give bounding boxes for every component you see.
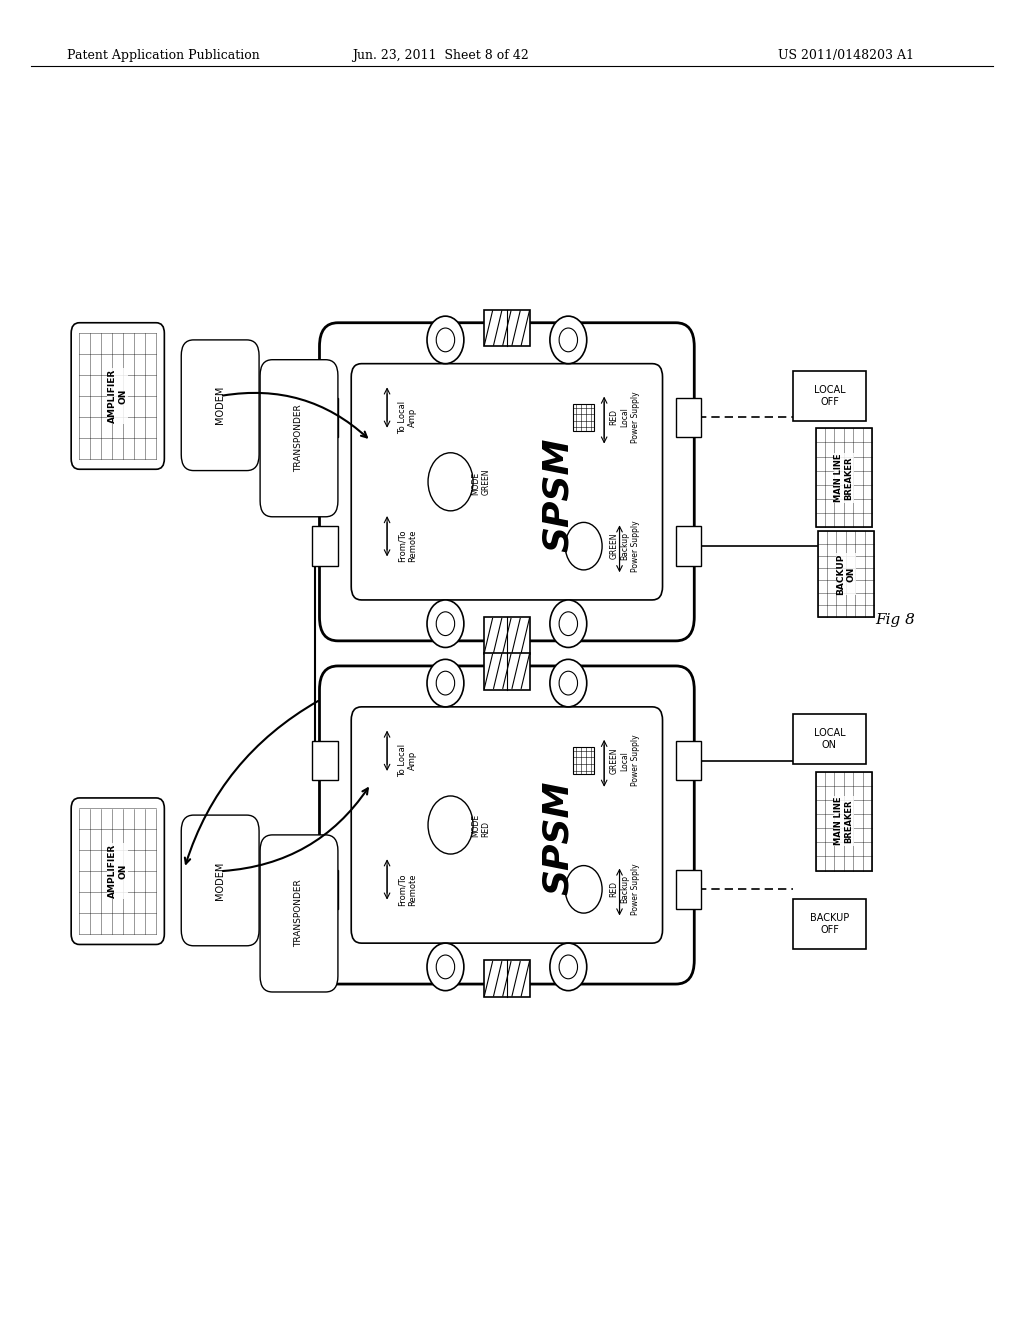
Bar	[676, 527, 701, 566]
Bar	[268, 376, 384, 491]
Circle shape	[436, 956, 455, 979]
Bar	[815, 428, 872, 527]
Text: From/To
Remote: From/To Remote	[398, 873, 417, 906]
FancyBboxPatch shape	[319, 667, 694, 985]
Text: LOCAL
ON: LOCAL ON	[814, 729, 845, 750]
Bar	[483, 618, 530, 655]
FancyBboxPatch shape	[181, 814, 259, 945]
FancyBboxPatch shape	[181, 341, 259, 471]
Circle shape	[550, 942, 587, 990]
Bar	[676, 397, 701, 437]
Circle shape	[436, 327, 455, 351]
Circle shape	[550, 659, 587, 706]
Text: RED
Backup
Power Supply: RED Backup Power Supply	[609, 863, 640, 915]
Text: AMPLIFIER
ON: AMPLIFIER ON	[109, 368, 127, 424]
Text: MAIN LINE
BREAKER: MAIN LINE BREAKER	[835, 454, 853, 502]
FancyBboxPatch shape	[351, 364, 663, 599]
Circle shape	[550, 315, 587, 363]
FancyBboxPatch shape	[260, 836, 338, 993]
Circle shape	[559, 671, 578, 694]
Text: AMPLIFIER
ON: AMPLIFIER ON	[109, 843, 127, 899]
Bar	[483, 652, 530, 689]
Bar	[312, 527, 338, 566]
Text: TRANSPONDER: TRANSPONDER	[295, 404, 303, 473]
Circle shape	[559, 956, 578, 979]
Circle shape	[427, 942, 464, 990]
Text: MODEM: MODEM	[215, 385, 225, 425]
Bar	[483, 961, 530, 998]
Text: Jun. 23, 2011  Sheet 8 of 42: Jun. 23, 2011 Sheet 8 of 42	[352, 49, 528, 62]
Text: MAIN LINE
BREAKER: MAIN LINE BREAKER	[835, 797, 853, 845]
Text: MODE
RED: MODE RED	[471, 813, 490, 837]
Text: From/To
Remote: From/To Remote	[398, 529, 417, 562]
Bar	[573, 404, 594, 430]
Circle shape	[427, 659, 464, 706]
Text: SPSM: SPSM	[541, 438, 575, 552]
Circle shape	[565, 523, 602, 570]
Text: To Local
Amp: To Local Amp	[398, 401, 417, 434]
Bar	[573, 747, 594, 774]
Bar	[268, 847, 384, 961]
Text: TRANSPONDER: TRANSPONDER	[295, 879, 303, 948]
Bar	[483, 309, 530, 346]
Circle shape	[559, 612, 578, 636]
Text: SPSM: SPSM	[541, 781, 575, 895]
Text: Patent Application Publication: Patent Application Publication	[67, 49, 259, 62]
Circle shape	[550, 599, 587, 648]
Bar	[312, 741, 338, 780]
FancyBboxPatch shape	[72, 323, 164, 470]
Circle shape	[428, 453, 473, 511]
Bar	[817, 532, 874, 618]
Text: MODE
GREEN: MODE GREEN	[471, 469, 490, 495]
Bar	[793, 371, 866, 421]
FancyBboxPatch shape	[319, 323, 694, 642]
Bar	[815, 771, 872, 871]
Bar	[312, 870, 338, 909]
Text: LOCAL
OFF: LOCAL OFF	[814, 385, 845, 407]
Text: US 2011/0148203 A1: US 2011/0148203 A1	[778, 49, 914, 62]
Text: MODEM: MODEM	[215, 861, 225, 900]
Circle shape	[427, 599, 464, 648]
Text: GREEN
Local
Power Supply: GREEN Local Power Supply	[609, 735, 640, 787]
Bar	[793, 714, 866, 764]
Text: BACKUP
OFF: BACKUP OFF	[810, 913, 849, 935]
Circle shape	[427, 315, 464, 363]
Circle shape	[559, 327, 578, 351]
Circle shape	[565, 866, 602, 913]
Text: To Local
Amp: To Local Amp	[398, 744, 417, 777]
Circle shape	[436, 612, 455, 636]
Bar	[312, 397, 338, 437]
Text: RED
Local
Power Supply: RED Local Power Supply	[609, 392, 640, 444]
Bar	[676, 741, 701, 780]
Text: BACKUP
ON: BACKUP ON	[837, 553, 855, 595]
Circle shape	[436, 671, 455, 694]
FancyBboxPatch shape	[260, 359, 338, 516]
Bar	[676, 870, 701, 909]
Bar	[793, 899, 866, 949]
FancyBboxPatch shape	[72, 797, 164, 945]
Text: GREEN
Backup
Power Supply: GREEN Backup Power Supply	[609, 520, 640, 572]
Text: Fig 8: Fig 8	[876, 614, 915, 627]
FancyBboxPatch shape	[351, 708, 663, 942]
Circle shape	[428, 796, 473, 854]
